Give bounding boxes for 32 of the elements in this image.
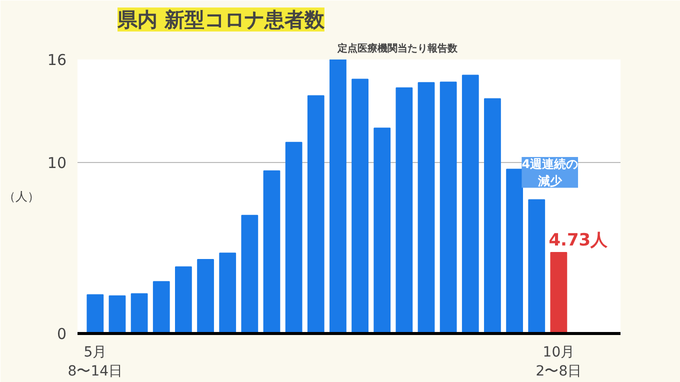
bar <box>550 252 568 334</box>
x-tick-label: 10月 2〜8日 <box>536 344 582 380</box>
bar <box>352 78 368 334</box>
bar <box>241 214 258 334</box>
bar <box>528 199 546 334</box>
bar <box>462 74 479 334</box>
y-tick-label: 16 <box>47 51 67 69</box>
chart-title: 県内 新型コロナ患者数 <box>116 8 326 32</box>
bar <box>152 281 170 334</box>
bar <box>440 82 457 334</box>
bar <box>130 293 148 334</box>
bar <box>418 82 435 334</box>
bar <box>285 142 302 334</box>
bar <box>86 294 104 334</box>
bar <box>374 128 391 334</box>
bar <box>484 98 501 334</box>
y-tick-label: 0 <box>56 325 67 343</box>
data-label: 4.73人 <box>548 230 609 250</box>
bar <box>108 295 126 334</box>
bar <box>219 252 236 334</box>
bar <box>197 259 214 334</box>
bar <box>396 87 413 334</box>
y-tick-label: 10 <box>47 154 67 172</box>
bar <box>330 60 346 334</box>
x-tick-label: 5月 8〜14日 <box>68 344 123 380</box>
chart-subtitle: 定点医療機関当たり報告数 <box>336 42 458 54</box>
bar <box>506 168 523 334</box>
y-axis-title: （人） <box>3 190 40 204</box>
bar <box>175 266 192 334</box>
bar <box>263 170 280 334</box>
bar <box>307 95 324 334</box>
annotation: 4週連続の減少 <box>522 156 578 188</box>
